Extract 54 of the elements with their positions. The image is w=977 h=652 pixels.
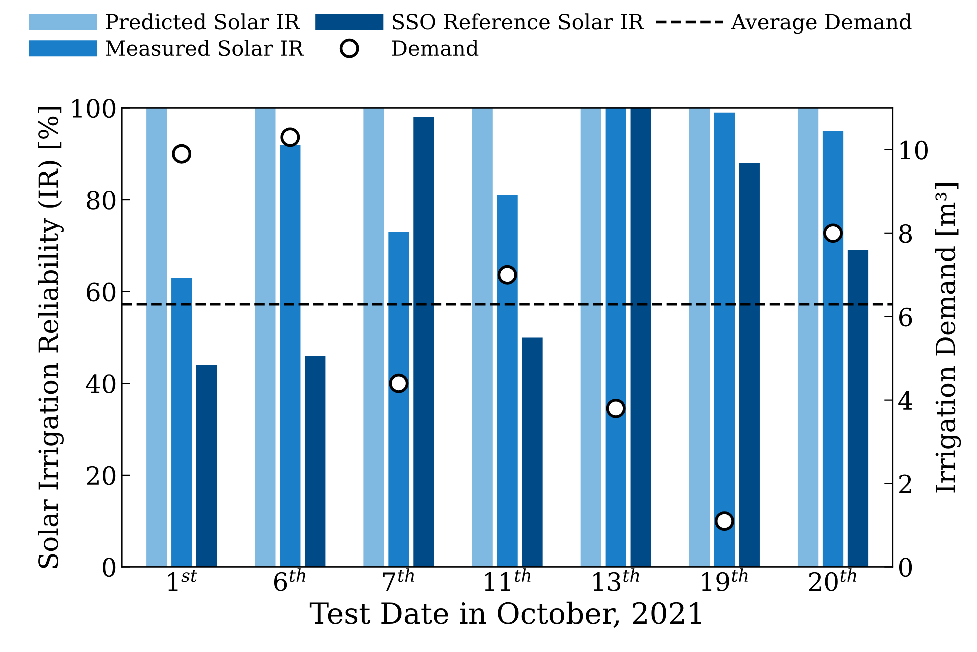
y-tick-label: 60 bbox=[87, 282, 116, 302]
bar bbox=[580, 108, 602, 568]
bar bbox=[146, 108, 168, 568]
x-axis-title: Test Date in October, 2021 bbox=[310, 602, 702, 628]
bar bbox=[364, 108, 384, 568]
bar bbox=[172, 278, 192, 568]
point bbox=[498, 265, 518, 285]
y-tick-label: 0 bbox=[103, 558, 116, 578]
y2-tick-label: 6 bbox=[900, 308, 912, 327]
point bbox=[280, 128, 300, 148]
legend-label: SSO Reference Solar IR bbox=[393, 14, 644, 30]
legend-label: Measured Solar IR bbox=[106, 40, 304, 56]
y2-tick-label: 8 bbox=[900, 224, 912, 244]
x-tick-label: 6$^{th}$ bbox=[274, 568, 306, 592]
bar bbox=[522, 338, 543, 568]
legend-label: Predicted Solar IR bbox=[106, 14, 300, 30]
bar bbox=[414, 117, 434, 568]
x-tick-label: 13$^{th}$ bbox=[594, 568, 640, 592]
y2-tick-label: 0 bbox=[899, 558, 912, 578]
bar bbox=[848, 250, 869, 568]
point bbox=[824, 224, 843, 244]
y2-tick-label: 4 bbox=[898, 391, 912, 410]
legend-label: Average Demand bbox=[731, 14, 912, 34]
point bbox=[606, 398, 626, 418]
bar bbox=[196, 365, 218, 568]
x-tick-label: 20$^{th}$ bbox=[809, 568, 856, 592]
x-tick-label: 7$^{th}$ bbox=[383, 568, 414, 591]
y-tick-label: 80 bbox=[87, 190, 116, 210]
y-tick-label: 40 bbox=[86, 374, 116, 394]
bar bbox=[630, 108, 652, 568]
x-tick-label: 19$^{th}$ bbox=[702, 568, 748, 592]
y2-tick-label: 2 bbox=[900, 474, 912, 494]
bar bbox=[472, 108, 493, 568]
bar bbox=[714, 112, 736, 568]
legend-label: Demand bbox=[392, 40, 479, 56]
bar bbox=[305, 356, 326, 568]
bar bbox=[739, 163, 760, 568]
y-tick-label: 100 bbox=[72, 99, 116, 118]
bar bbox=[388, 232, 410, 568]
point bbox=[389, 374, 409, 394]
x-tick-label: 1$^{st}$ bbox=[168, 570, 198, 592]
bar bbox=[606, 108, 626, 568]
x-tick-label: 11$^{th}$ bbox=[485, 568, 531, 591]
bar bbox=[689, 108, 710, 568]
bar bbox=[280, 144, 301, 568]
y2-tick-label: 10 bbox=[900, 140, 928, 160]
bar bbox=[497, 195, 518, 568]
y-tick-label: 20 bbox=[87, 466, 116, 486]
bar bbox=[822, 131, 844, 568]
y-axis-title: Solar Irrigation Reliability (IR) [%] bbox=[38, 107, 64, 568]
y2-axis-title: Irrigation Demand [m³] bbox=[935, 183, 962, 493]
bar bbox=[255, 108, 276, 568]
point bbox=[714, 512, 734, 532]
bar bbox=[798, 108, 819, 568]
